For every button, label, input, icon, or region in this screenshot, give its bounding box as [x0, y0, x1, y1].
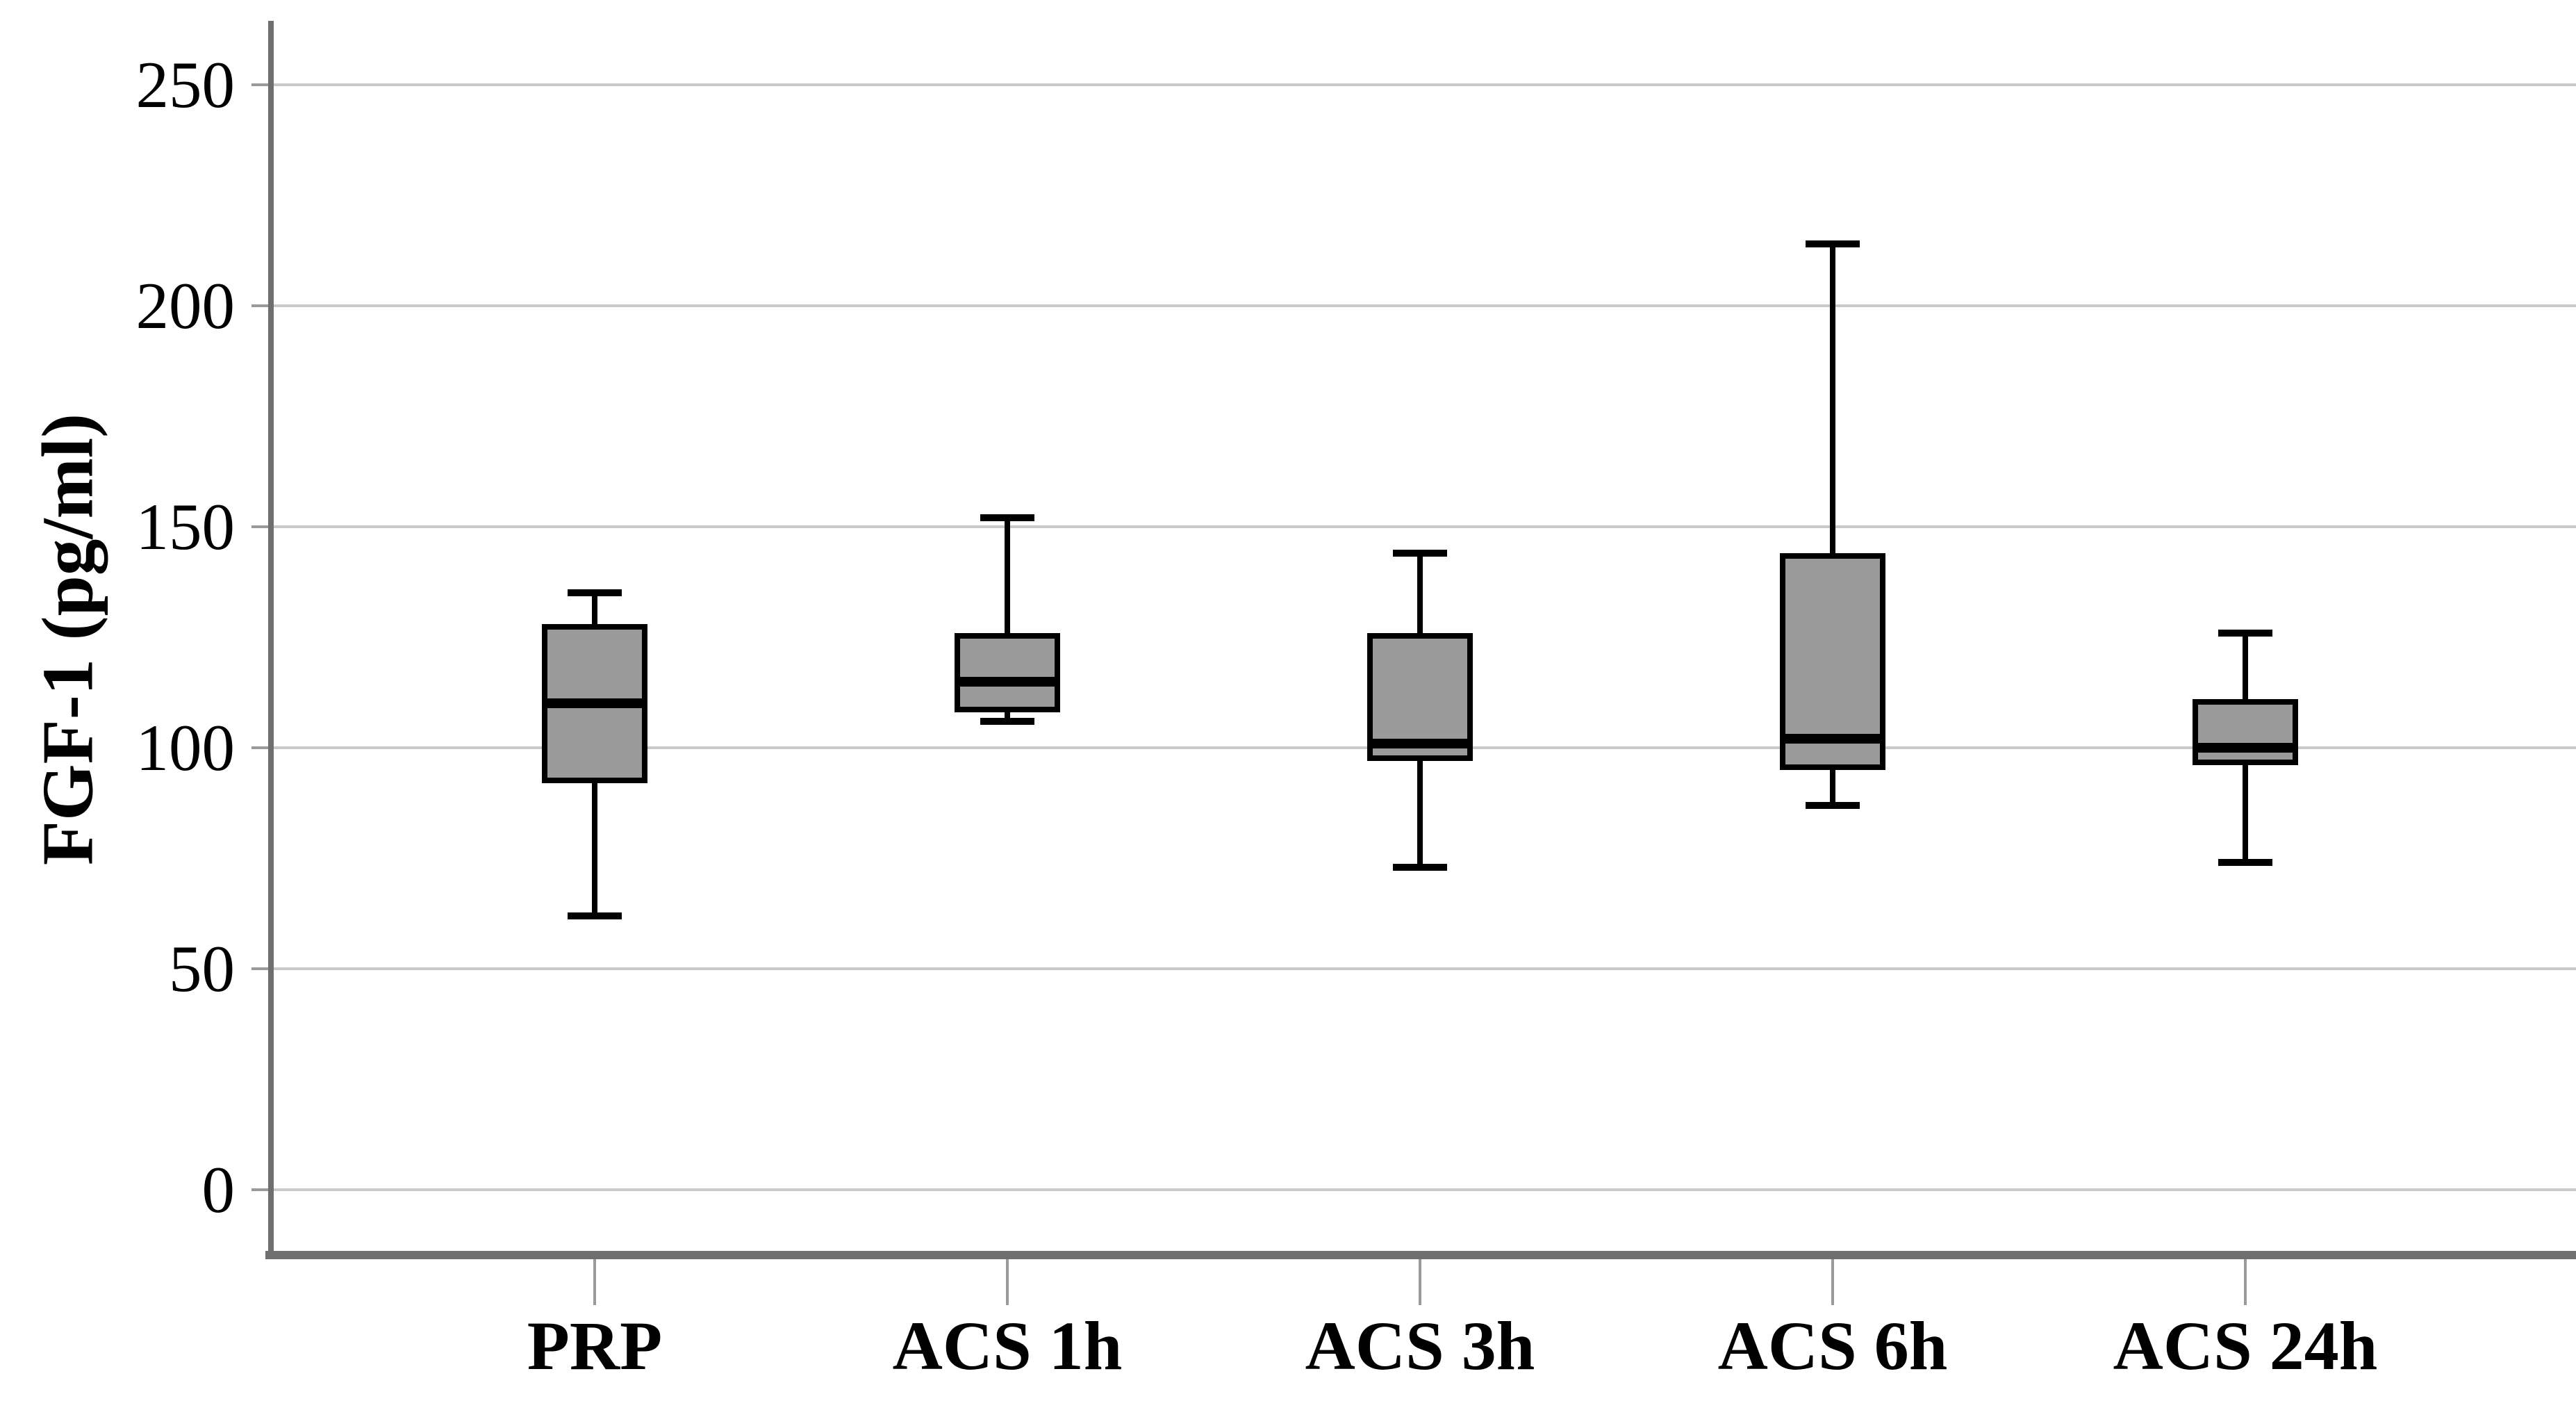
lower-whisker-cap — [1806, 801, 1860, 809]
x-axis-tick — [1419, 1259, 1421, 1305]
gridline-200 — [274, 304, 2576, 307]
upper-whisker-cap — [568, 589, 622, 597]
median-line — [542, 698, 647, 709]
x-category-label: ACS 6h — [1717, 1307, 1948, 1384]
median-line — [955, 676, 1060, 687]
lower-whisker-cap — [2218, 859, 2272, 867]
y-axis-tick — [251, 525, 268, 528]
lower-whisker-cap — [980, 717, 1034, 725]
lower-whisker — [1830, 769, 1835, 805]
x-category-label: ACS 3h — [1305, 1307, 1535, 1384]
y-axis-tick — [251, 967, 268, 970]
iqr-box — [2193, 699, 2298, 766]
y-tick-label: 0 — [201, 1153, 236, 1227]
y-axis-tick — [251, 304, 268, 307]
median-line — [1780, 734, 1885, 744]
y-tick-label: 250 — [135, 48, 236, 122]
y-tick-label: 150 — [135, 490, 236, 564]
upper-whisker-cap — [1393, 550, 1447, 557]
x-axis-tick — [1831, 1259, 1834, 1305]
upper-whisker — [592, 593, 597, 624]
lower-whisker-cap — [1393, 863, 1447, 871]
upper-whisker — [2243, 632, 2248, 700]
upper-whisker — [1417, 553, 1423, 633]
lower-whisker — [2243, 765, 2248, 863]
y-tick-label: 200 — [135, 269, 236, 343]
x-axis-line — [265, 1251, 2576, 1259]
median-line — [2193, 743, 2298, 753]
y-axis-tick — [251, 746, 268, 749]
x-category-label: ACS 24h — [2113, 1307, 2378, 1384]
x-axis-tick — [2244, 1259, 2247, 1305]
lower-whisker-cap — [568, 912, 622, 919]
upper-whisker — [1005, 518, 1010, 633]
x-category-label: ACS 1h — [892, 1307, 1123, 1384]
lower-whisker — [1417, 761, 1423, 867]
iqr-box — [955, 632, 1060, 713]
y-axis-tick — [251, 83, 268, 86]
lower-whisker — [592, 783, 597, 916]
iqr-box — [1780, 553, 1885, 770]
y-tick-label: 50 — [169, 932, 235, 1006]
gridline-50 — [274, 967, 2576, 970]
upper-whisker-cap — [980, 514, 1034, 522]
x-axis-tick — [1006, 1259, 1009, 1305]
gridline-150 — [274, 525, 2576, 528]
x-category-label: PRP — [527, 1307, 663, 1384]
upper-whisker-cap — [1806, 240, 1860, 247]
gridline-250 — [274, 83, 2576, 86]
upper-whisker — [1830, 243, 1835, 554]
median-line — [1367, 738, 1473, 748]
upper-whisker-cap — [2218, 629, 2272, 637]
lower-whisker — [1005, 712, 1010, 721]
gridline-0 — [274, 1188, 2576, 1191]
y-tick-label: 100 — [135, 711, 236, 785]
y-axis-line — [268, 21, 274, 1259]
y-axis-tick — [251, 1188, 268, 1191]
x-axis-tick — [593, 1259, 596, 1305]
